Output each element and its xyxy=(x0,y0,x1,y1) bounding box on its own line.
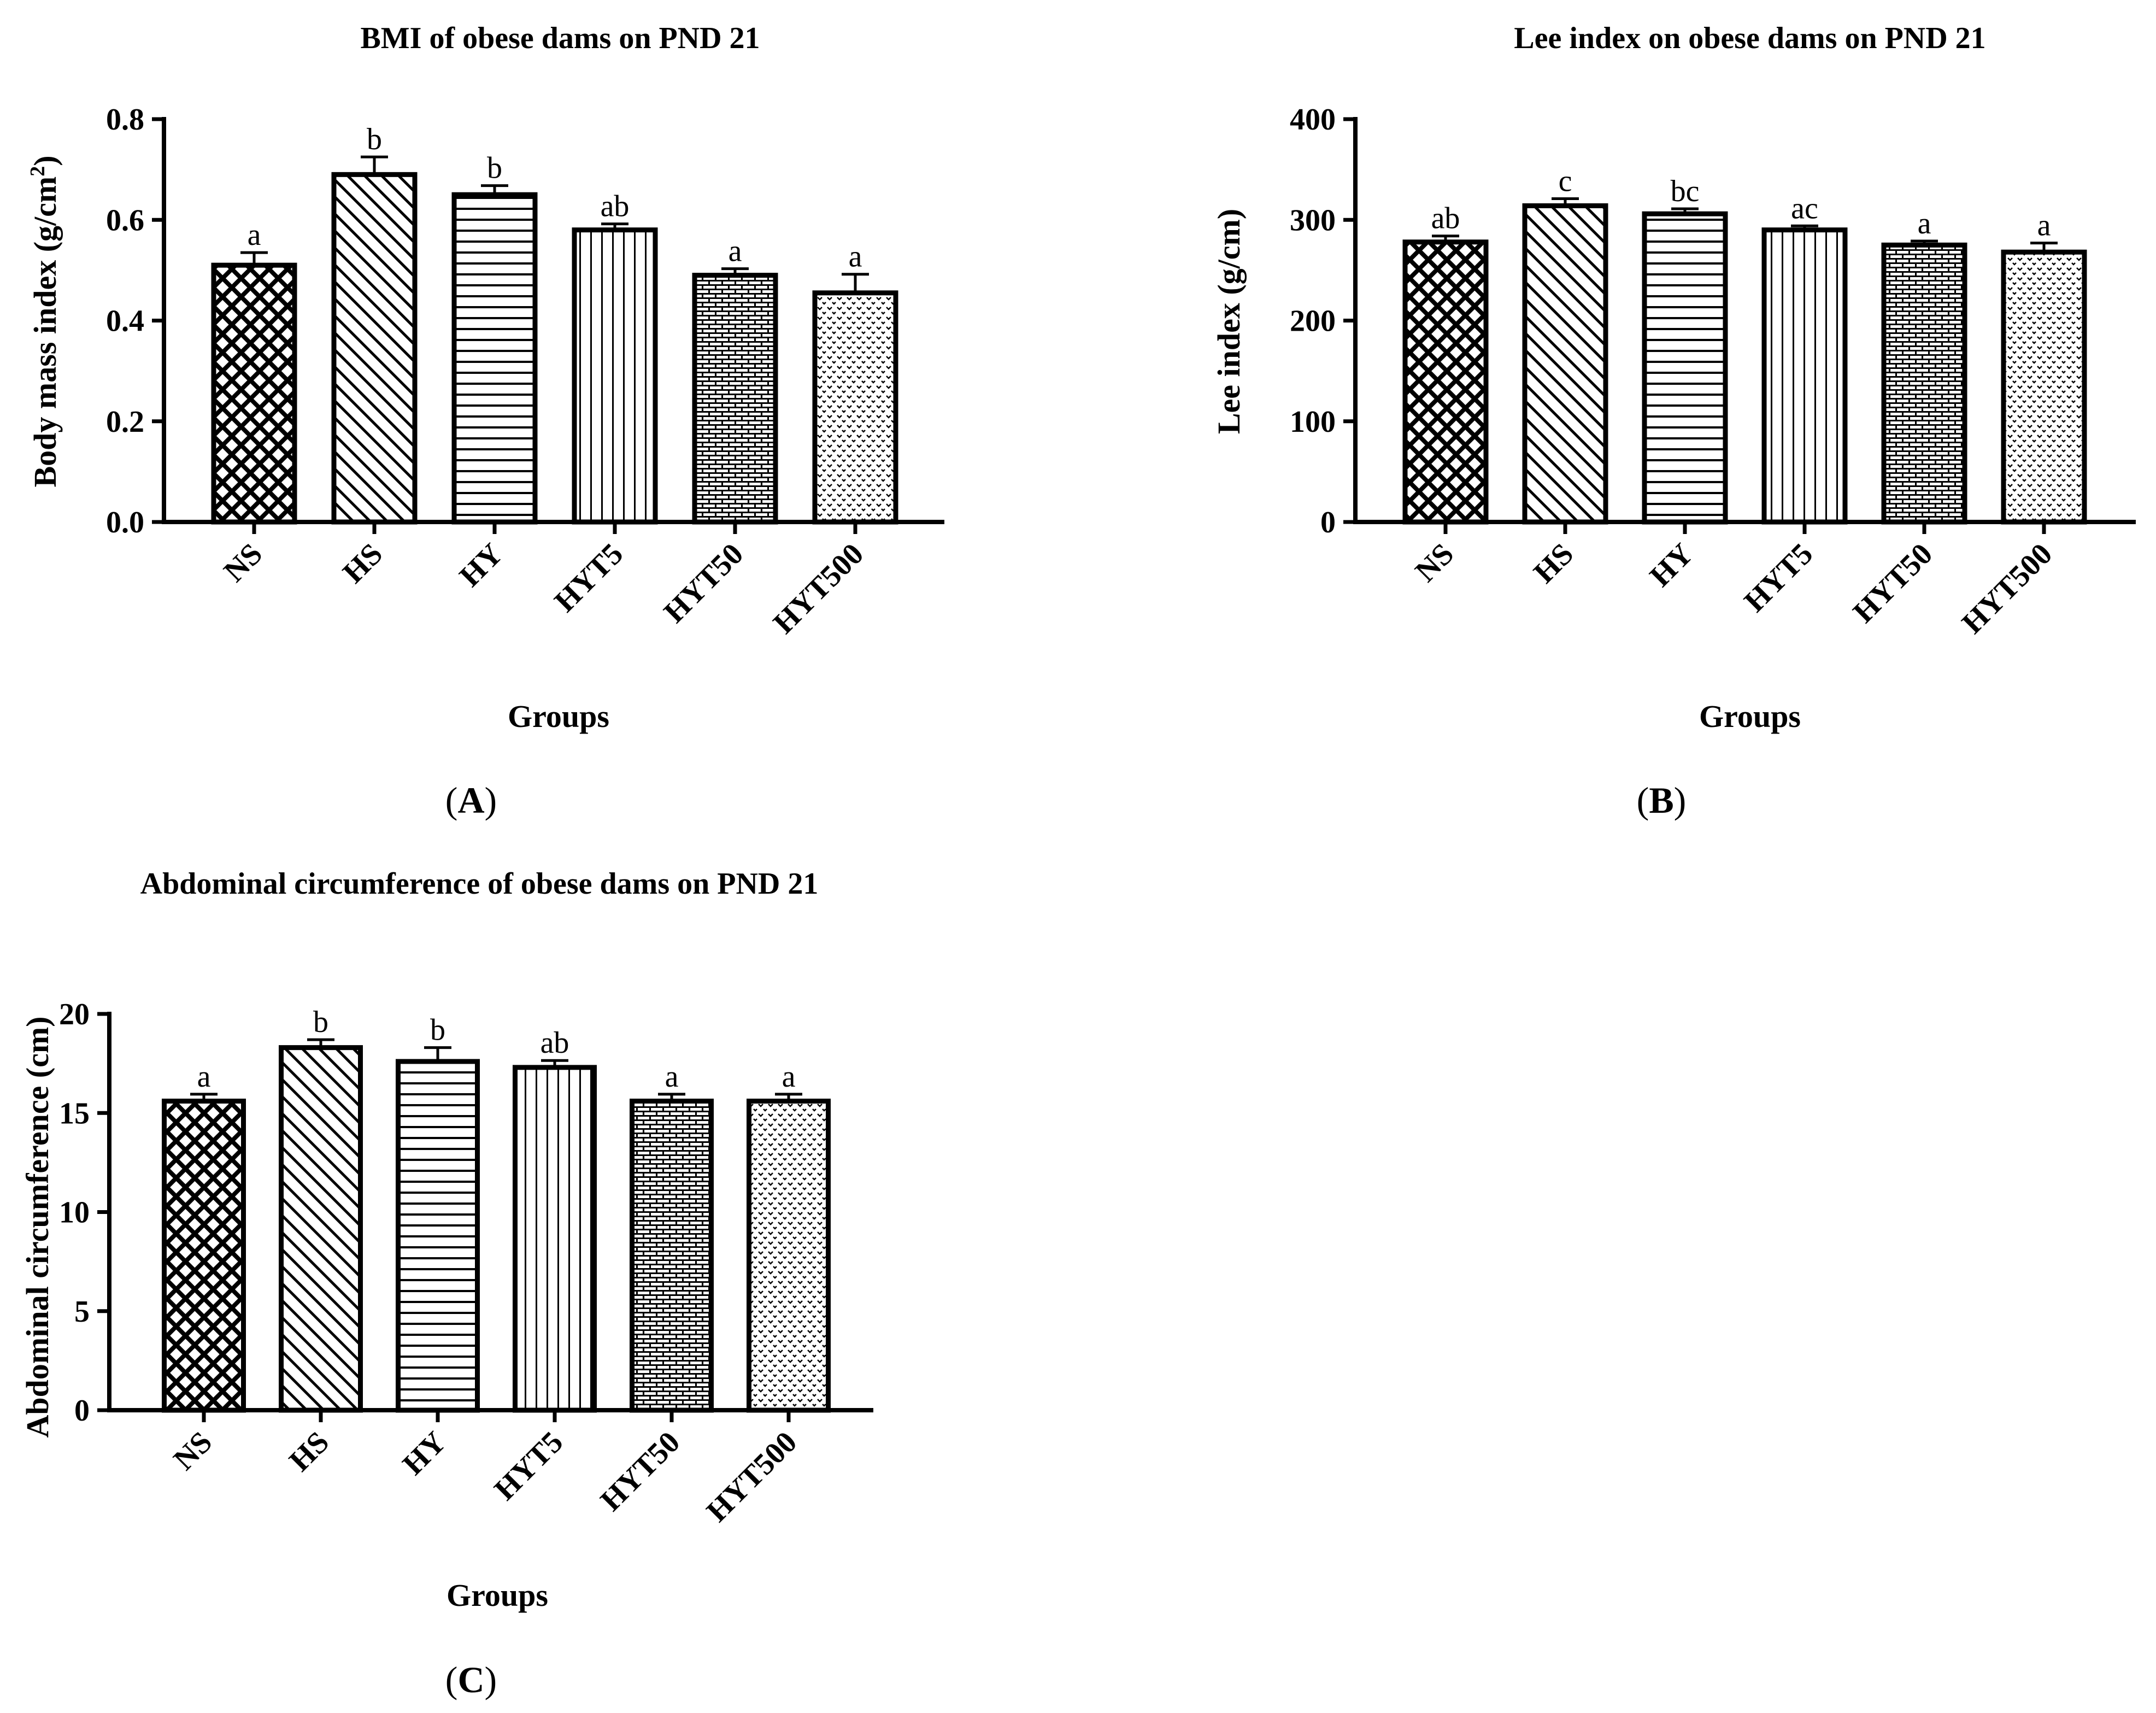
significance-label: a xyxy=(197,1060,211,1094)
x-tick-label: NS xyxy=(1409,537,1460,588)
x-tick-label: HYT5 xyxy=(488,1425,569,1506)
chart-title: Abdominal circumference of obese dams on… xyxy=(140,867,819,901)
panel-label: (A) xyxy=(445,779,497,821)
significance-label: a xyxy=(2037,209,2051,243)
y-tick-label: 0.4 xyxy=(106,304,144,338)
x-tick-label: HS xyxy=(283,1425,336,1478)
x-axis-label: Groups xyxy=(447,1577,548,1613)
bar-hyt5 xyxy=(1761,227,1848,525)
significance-label: a xyxy=(729,234,742,268)
y-tick-label: 0 xyxy=(1320,506,1336,539)
y-tick-label: 5 xyxy=(74,1295,90,1329)
significance-label: b xyxy=(430,1013,445,1047)
x-tick-label: HS xyxy=(337,537,390,590)
bar-hs xyxy=(279,1045,363,1413)
bar-hyt500 xyxy=(812,290,898,525)
bar-hyt500 xyxy=(2001,249,2087,525)
y-axis-label: Lee index (g/cm) xyxy=(1211,209,1247,434)
significance-label: ab xyxy=(541,1026,569,1060)
significance-label: a xyxy=(248,218,261,252)
x-tick-label: NS xyxy=(218,537,269,588)
y-tick-label: 400 xyxy=(1290,103,1336,137)
y-axis-label: Abdominal circumference (cm) xyxy=(20,1017,55,1438)
significance-label: b xyxy=(313,1005,328,1039)
y-tick-label: 0.2 xyxy=(106,405,144,439)
significance-label: b xyxy=(367,122,382,156)
significance-label: ab xyxy=(601,190,630,224)
bar-hy xyxy=(396,1059,480,1413)
chart-a: BMI of obese dams on PND 21 Body mass in… xyxy=(26,21,944,821)
chart-c: Abdominal circumference of obese dams on… xyxy=(20,867,873,1700)
x-axis-label: Groups xyxy=(1699,699,1801,734)
bar-hyt50 xyxy=(692,273,778,525)
bar-hyt50 xyxy=(630,1099,714,1413)
significance-label: c xyxy=(1559,165,1572,198)
bar-hyt5 xyxy=(513,1065,597,1413)
x-tick-label: HYT50 xyxy=(1847,537,1939,629)
chart-title: Lee index on obese dams on PND 21 xyxy=(1514,21,1985,55)
bar-hyt50 xyxy=(1881,242,1967,525)
significance-label: b xyxy=(487,151,502,185)
chart-title: BMI of obese dams on PND 21 xyxy=(360,21,760,55)
significance-label: a xyxy=(1918,207,1931,240)
x-tick-label: HYT5 xyxy=(1738,537,1819,618)
y-tick-label: 0.6 xyxy=(106,203,144,237)
x-tick-label: NS xyxy=(167,1425,219,1476)
y-axis-label: Body mass index (g/cm2) xyxy=(26,155,63,487)
x-tick-label: HYT5 xyxy=(548,537,630,618)
bar-hs xyxy=(1522,203,1608,525)
x-tick-label: HYT50 xyxy=(594,1425,686,1517)
y-tick-label: 20 xyxy=(59,998,90,1031)
y-tick-label: 0 xyxy=(74,1394,90,1428)
bar-hyt5 xyxy=(572,227,658,525)
chart-b: Lee index on obese dams on PND 21 Lee in… xyxy=(1211,21,2136,821)
y-tick-label: 15 xyxy=(59,1096,90,1130)
significance-label: ac xyxy=(1791,191,1818,225)
significance-label: a xyxy=(849,240,862,274)
bar-hyt500 xyxy=(747,1099,831,1413)
bar-hy xyxy=(1642,211,1728,525)
y-tick-label: 0.8 xyxy=(106,103,144,137)
bar-ns xyxy=(162,1099,246,1413)
significance-label: bc xyxy=(1671,174,1700,208)
x-tick-label: HY xyxy=(1643,537,1700,593)
x-tick-label: HYT500 xyxy=(1955,537,2059,640)
panel-label: (B) xyxy=(1637,779,1687,821)
bar-hs xyxy=(331,172,418,525)
bar-hy xyxy=(451,192,538,525)
panel-label: (C) xyxy=(445,1659,497,1700)
x-tick-label: HY xyxy=(453,537,509,593)
y-tick-label: 0.0 xyxy=(106,506,144,539)
y-tick-label: 200 xyxy=(1290,304,1336,338)
x-tick-label: HY xyxy=(396,1425,453,1481)
bar-ns xyxy=(211,262,297,525)
bar-ns xyxy=(1402,239,1489,525)
x-tick-label: HYT500 xyxy=(700,1425,803,1528)
significance-label: a xyxy=(782,1060,796,1094)
x-tick-label: HS xyxy=(1528,537,1581,590)
significance-label: a xyxy=(665,1060,679,1094)
significance-label: ab xyxy=(1431,202,1460,236)
x-tick-label: HYT500 xyxy=(767,537,870,640)
x-tick-label: HYT50 xyxy=(657,537,750,629)
x-axis-label: Groups xyxy=(508,699,609,734)
y-tick-label: 300 xyxy=(1290,203,1336,237)
y-tick-label: 100 xyxy=(1290,405,1336,439)
y-tick-label: 10 xyxy=(59,1196,90,1230)
